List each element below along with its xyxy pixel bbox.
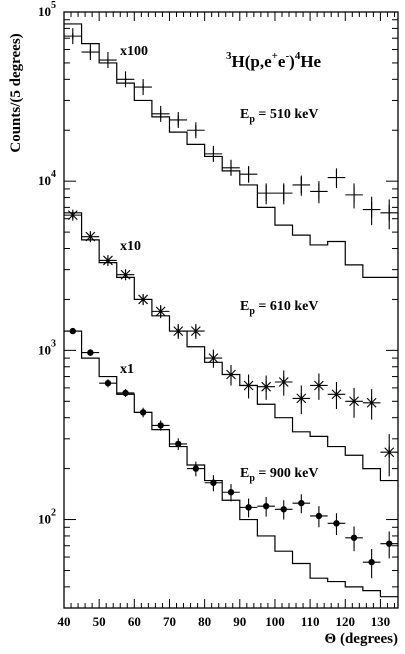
reaction-prefix2-mass: 4 bbox=[295, 50, 301, 62]
reaction-part-c: ) bbox=[289, 52, 295, 71]
x-tick-label: 80 bbox=[198, 614, 211, 629]
data-point-dot bbox=[87, 349, 94, 356]
energy-label-510: Ep = 510 keV bbox=[240, 107, 319, 125]
data-point-star bbox=[226, 368, 236, 380]
y-tick-label: 102 bbox=[38, 508, 56, 527]
data-point-star bbox=[314, 379, 324, 391]
annotation-x10: x10 bbox=[120, 239, 141, 254]
annotation-x1: x1 bbox=[120, 362, 134, 377]
data-point-dot bbox=[122, 389, 129, 397]
reaction-part-b: e bbox=[278, 52, 286, 71]
data-point-dot bbox=[139, 409, 147, 416]
y-axis-title: Counts/(5 degrees) bbox=[8, 33, 24, 152]
x-tick-label: 60 bbox=[128, 614, 141, 629]
x-tick-label: 120 bbox=[336, 614, 356, 629]
data-point-dot bbox=[298, 499, 305, 507]
y-tick-label: 103 bbox=[38, 338, 56, 357]
x-tick-label: 130 bbox=[371, 614, 391, 629]
data-point-star bbox=[331, 388, 342, 400]
data-point-star bbox=[190, 325, 201, 337]
x-tick-label: 100 bbox=[265, 614, 285, 629]
reaction-label: 3H(p,e+e-)4He bbox=[226, 50, 322, 71]
x-tick-label: 50 bbox=[93, 614, 106, 629]
data-point-dot bbox=[104, 379, 112, 387]
energy-label-610: Ep = 610 keV bbox=[240, 299, 319, 317]
data-point-dot bbox=[368, 558, 375, 566]
x-axis-title: Θ (degrees) bbox=[325, 631, 398, 647]
data-point-star bbox=[366, 397, 377, 409]
data-point-star bbox=[155, 305, 166, 317]
y-tick-label: 104 bbox=[38, 169, 56, 188]
data-point-dot bbox=[227, 489, 235, 496]
data-point-star bbox=[120, 269, 131, 281]
data-point-dot bbox=[280, 506, 287, 513]
data-point-dot bbox=[315, 512, 323, 520]
data-point-star bbox=[67, 209, 78, 221]
y-tick-label: 105 bbox=[38, 0, 56, 19]
annotation-x100: x100 bbox=[120, 44, 148, 59]
plot-frame bbox=[63, 11, 399, 609]
data-point-star bbox=[208, 352, 219, 364]
data-point-star bbox=[173, 325, 184, 337]
reaction-prefix-mass: 3 bbox=[226, 50, 232, 62]
data-point-star bbox=[243, 379, 254, 391]
data-point-dot bbox=[386, 540, 393, 547]
reaction-plus: + bbox=[272, 50, 278, 62]
reaction-part-d: He bbox=[300, 52, 321, 71]
data-point-dot bbox=[333, 520, 340, 527]
x-tick-label: 40 bbox=[58, 614, 71, 629]
data-point-dot bbox=[350, 534, 358, 541]
data-point-dot bbox=[69, 327, 76, 335]
energy-label-900: Ep = 900 keV bbox=[240, 466, 319, 484]
x-tick-label: 90 bbox=[233, 614, 246, 629]
x-tick-label: 110 bbox=[301, 614, 320, 629]
data-point-dot bbox=[262, 502, 270, 510]
model-histogram-series-0 bbox=[64, 23, 398, 278]
data-point-star bbox=[138, 293, 148, 305]
data-point-star bbox=[261, 381, 272, 393]
data-point-dot bbox=[245, 504, 252, 511]
data-point-star bbox=[349, 395, 359, 407]
reaction-minus: - bbox=[285, 50, 289, 62]
model-histogram-series-1 bbox=[64, 212, 398, 482]
data-point-star bbox=[296, 392, 307, 404]
data-point-dot bbox=[192, 465, 200, 472]
data-point-dot bbox=[210, 479, 217, 486]
data-point-dot bbox=[175, 440, 182, 448]
data-point-star bbox=[85, 231, 96, 243]
x-tick-label: 70 bbox=[163, 614, 176, 629]
reaction-part-a: H(p,e bbox=[232, 52, 273, 71]
data-point-dot bbox=[157, 422, 164, 429]
plot-area: 40 50 60 70 80 90 100 110 120 130 102 103 104 105 bbox=[38, 0, 399, 629]
data-point-star bbox=[384, 446, 395, 458]
data-point-star bbox=[103, 254, 113, 266]
data-point-star bbox=[278, 376, 289, 388]
